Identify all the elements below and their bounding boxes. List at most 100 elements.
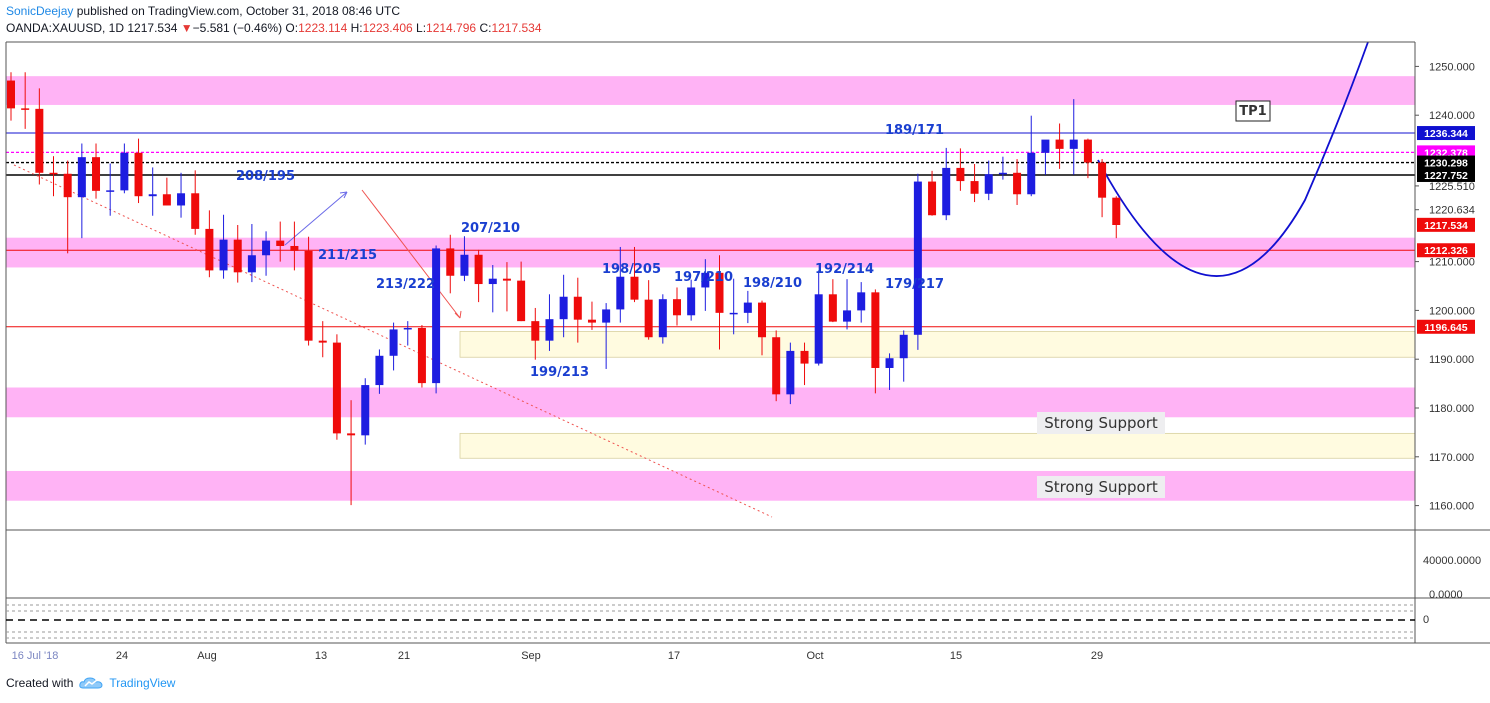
candle[interactable]	[21, 72, 30, 129]
arrow-up-head	[339, 191, 348, 199]
candle[interactable]	[1069, 99, 1078, 175]
candle[interactable]	[502, 262, 511, 312]
candle[interactable]	[7, 72, 15, 121]
candle[interactable]	[474, 249, 483, 303]
candle[interactable]	[545, 294, 554, 351]
candle[interactable]	[729, 278, 738, 335]
candle[interactable]	[1041, 139, 1050, 175]
descending-trendline[interactable]	[13, 164, 773, 518]
candle[interactable]	[432, 245, 441, 394]
candle[interactable]	[120, 143, 129, 194]
price-tick-label: 1240.000	[1429, 110, 1475, 122]
time-axis[interactable]: 16 Jul '18 24 Aug 13 21 Sep 17 Oct 15 29	[12, 650, 1104, 662]
candle[interactable]	[602, 303, 611, 369]
candle[interactable]	[247, 224, 256, 283]
candle[interactable]	[219, 214, 228, 279]
candle[interactable]	[899, 330, 908, 382]
candle[interactable]	[488, 265, 497, 313]
candle[interactable]	[205, 210, 214, 278]
candle[interactable]	[857, 282, 866, 323]
candle[interactable]	[970, 164, 979, 203]
tradingview-link[interactable]: TradingView	[109, 676, 176, 690]
candle[interactable]	[191, 170, 200, 235]
candle[interactable]	[942, 147, 951, 221]
candle[interactable]	[276, 221, 285, 262]
candle[interactable]	[49, 156, 58, 197]
candle[interactable]	[814, 270, 823, 366]
arrow-down-line[interactable]	[361, 189, 461, 319]
candle[interactable]	[531, 307, 540, 360]
projection-curve[interactable]	[1097, 41, 1369, 277]
candle[interactable]	[134, 138, 143, 204]
candle[interactable]	[106, 163, 115, 216]
support-zone-yellow[interactable]	[459, 330, 1416, 358]
candle[interactable]	[403, 321, 412, 346]
support-zone-pink[interactable]	[6, 387, 1415, 418]
candle[interactable]	[701, 259, 710, 311]
candle[interactable]	[672, 287, 681, 326]
arrow-up-line[interactable]	[284, 191, 348, 246]
candle[interactable]	[233, 225, 242, 283]
candle[interactable]	[318, 321, 327, 358]
resistance-zone-mid[interactable]	[6, 237, 1415, 268]
candle[interactable]	[77, 143, 86, 239]
candle[interactable]	[332, 334, 341, 440]
resistance-zone-top[interactable]	[6, 76, 1415, 105]
candle[interactable]	[262, 231, 271, 276]
candle[interactable]	[389, 322, 398, 371]
candle[interactable]	[1098, 159, 1107, 218]
candle[interactable]	[162, 177, 171, 206]
candle[interactable]	[35, 88, 44, 185]
author-link[interactable]: SonicDeejay	[6, 4, 74, 18]
candle[interactable]	[587, 301, 596, 330]
price-label-text: 1217.534	[1424, 220, 1468, 232]
candle[interactable]	[92, 143, 101, 199]
candle[interactable]	[913, 173, 922, 350]
candle[interactable]	[843, 279, 852, 330]
candle[interactable]	[871, 289, 880, 394]
candle[interactable]	[347, 400, 356, 506]
candle[interactable]	[984, 160, 993, 201]
candle-body	[134, 152, 143, 197]
support-zone-pink-low[interactable]	[6, 470, 1415, 501]
candle[interactable]	[998, 156, 1007, 180]
candle[interactable]	[786, 342, 795, 405]
candle[interactable]	[715, 255, 724, 350]
candle[interactable]	[644, 280, 653, 340]
candle[interactable]	[687, 279, 696, 321]
candle[interactable]	[630, 246, 639, 303]
candle[interactable]	[1055, 123, 1064, 169]
candle[interactable]	[460, 236, 469, 282]
candle[interactable]	[800, 342, 809, 386]
candle[interactable]	[743, 290, 752, 324]
candle-body	[1055, 139, 1064, 149]
candle[interactable]	[177, 172, 186, 218]
candle[interactable]	[828, 279, 837, 323]
candle[interactable]	[772, 330, 781, 402]
candle[interactable]	[758, 300, 767, 356]
price-axis[interactable]: 1250.000 1240.000 1225.510 1220.634 1210.000…	[1415, 61, 1475, 513]
candle-body	[998, 172, 1007, 175]
support-zone-yellow-low[interactable]	[459, 432, 1416, 459]
candle[interactable]	[885, 353, 894, 390]
candle[interactable]	[446, 234, 455, 294]
candle[interactable]	[290, 221, 299, 271]
candle[interactable]	[1013, 159, 1022, 205]
candle[interactable]	[63, 160, 72, 254]
candle[interactable]	[1083, 138, 1092, 179]
candle[interactable]	[1112, 196, 1121, 239]
candle[interactable]	[956, 148, 965, 191]
candle[interactable]	[304, 236, 313, 346]
candle[interactable]	[1027, 115, 1036, 197]
candle[interactable]	[361, 378, 370, 445]
candle[interactable]	[573, 277, 582, 343]
candle[interactable]	[559, 274, 568, 338]
candle[interactable]	[375, 349, 384, 394]
candle[interactable]	[616, 246, 625, 323]
candle[interactable]	[148, 167, 157, 216]
candle[interactable]	[928, 170, 937, 216]
candle[interactable]	[658, 294, 667, 344]
candle[interactable]	[517, 261, 526, 322]
candle[interactable]	[417, 325, 426, 388]
